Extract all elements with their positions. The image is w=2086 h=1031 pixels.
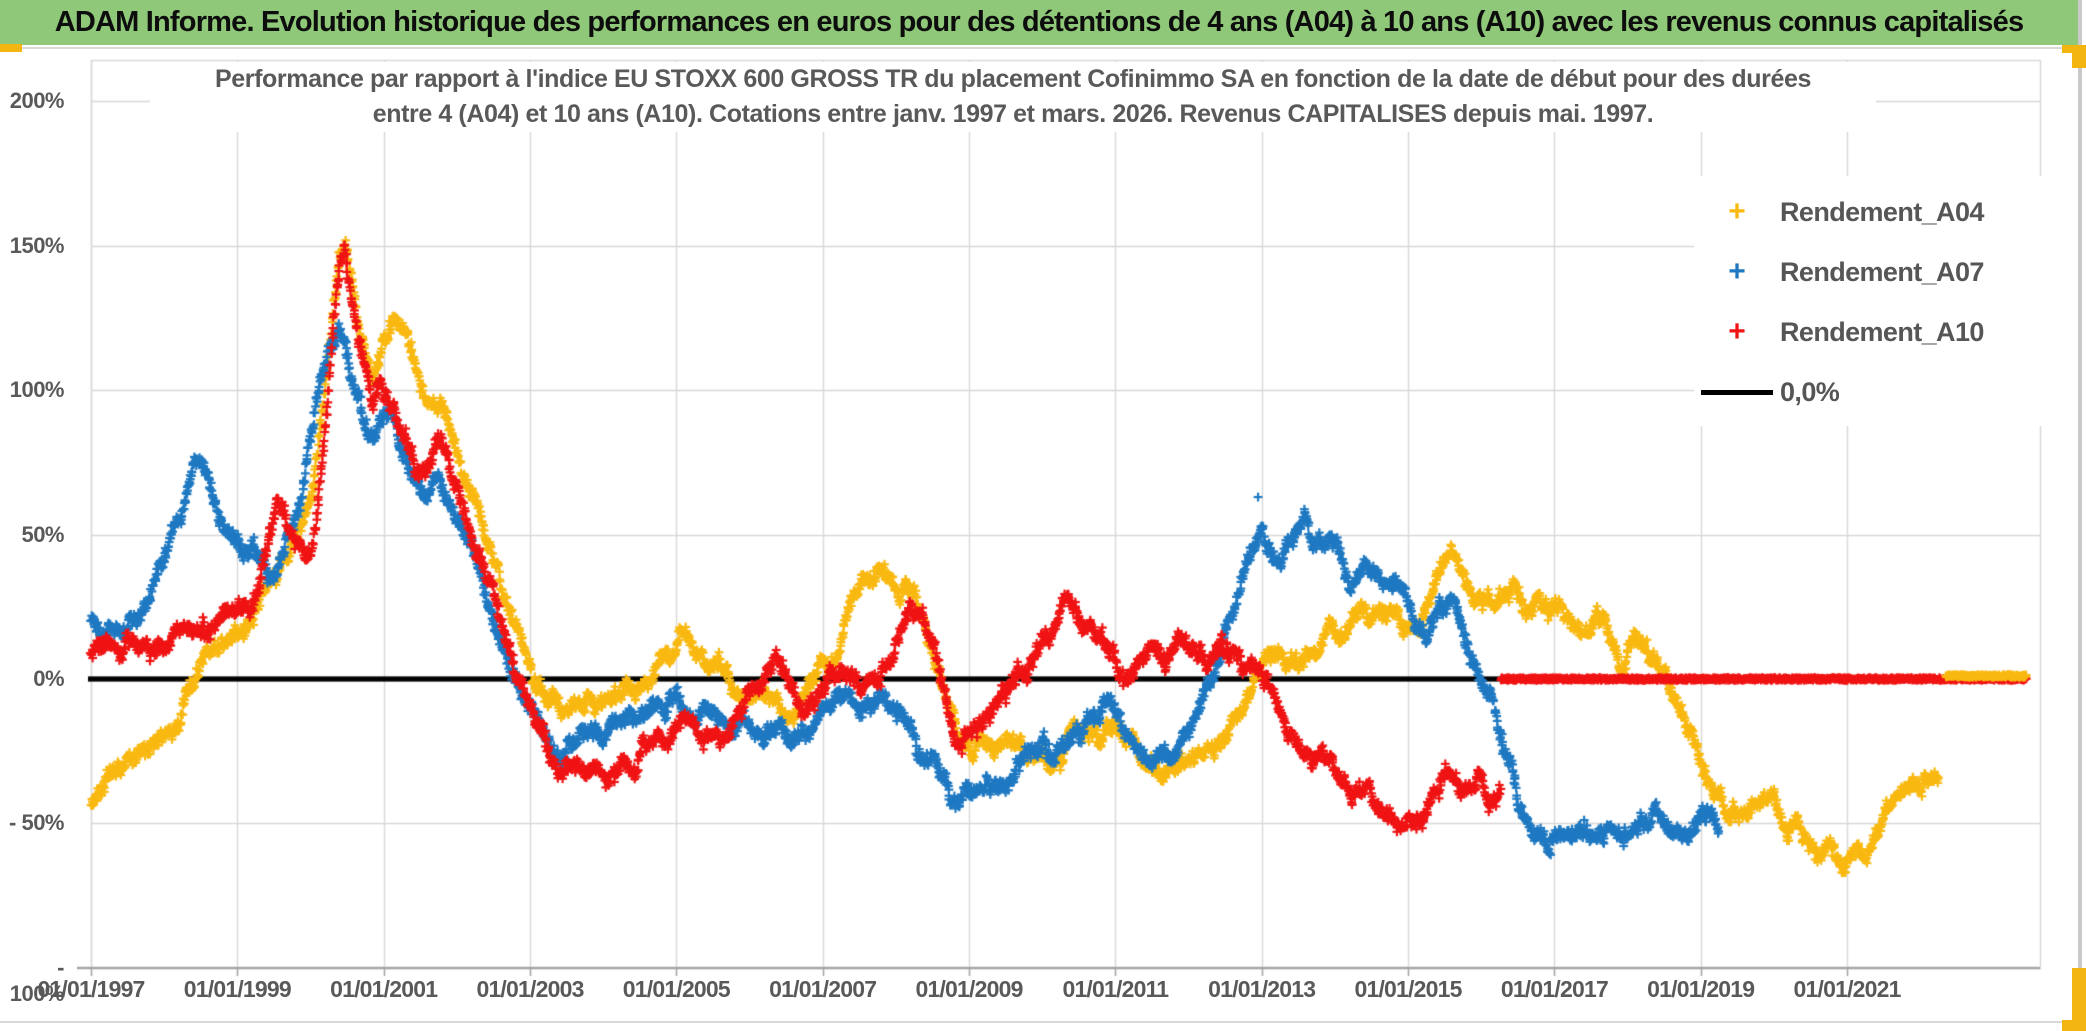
y-axis-tick-label: 200%	[9, 88, 65, 114]
x-axis-tick-label: 01/01/2013	[1208, 976, 1316, 1002]
chart-subtitle-line1: Performance par rapport à l'indice EU ST…	[215, 65, 1811, 93]
x-axis-tick-label: 01/01/2019	[1647, 976, 1755, 1002]
x-axis-tick-label: 01/01/2003	[476, 976, 584, 1002]
legend-label: Rendement_A07	[1780, 256, 1984, 287]
chart-legend: + Rendement_A04 + Rendement_A07 + Rendement_A…	[1694, 176, 2044, 426]
y-axis-tick-label: 0%	[33, 666, 64, 691]
legend-label: Rendement_A04	[1780, 196, 1984, 227]
x-axis-tick-label: 01/01/2011	[1062, 976, 1169, 1002]
right-edge-border	[2078, 0, 2082, 1031]
bottom-border-line	[0, 1021, 2086, 1023]
legend-item: + Rendement_A04	[1694, 182, 2044, 242]
y-axis-tick-label: - 100%	[9, 954, 65, 1006]
gold-accent-top-left	[0, 44, 22, 52]
x-axis-tick-label: 01/01/2009	[915, 976, 1023, 1002]
legend-plus-marker-icon: +	[1728, 195, 1746, 228]
y-axis-tick-label: 50%	[21, 521, 64, 547]
y-axis-tick-label: 150%	[9, 232, 65, 258]
gold-accent-bottom-right	[2062, 1020, 2086, 1031]
x-axis-tick-label: 01/01/2001	[330, 976, 438, 1002]
x-axis-tick-label: 01/01/2017	[1500, 976, 1609, 1002]
x-axis-tick-label: 01/01/1999	[183, 976, 292, 1002]
x-axis-tick-label: 01/01/1997	[37, 976, 145, 1002]
chart-subtitle-line2: entre 4 (A04) et 10 ans (A10). Cotations…	[372, 100, 1654, 128]
banner-bottom-shadow	[0, 47, 2078, 49]
legend-zero-line-swatch	[1701, 389, 1773, 395]
legend-plus-marker-icon: +	[1728, 315, 1746, 348]
x-axis-tick-label: 01/01/2015	[1354, 976, 1462, 1002]
legend-item: 0,0%	[1694, 362, 2044, 422]
x-axis-tick-label: 01/01/2021	[1793, 976, 1902, 1002]
gold-accent-right-bar	[2072, 968, 2086, 1023]
y-axis-tick-label: 100%	[9, 377, 65, 403]
gold-accent-top-right-tab	[2072, 45, 2086, 68]
legend-plus-marker-icon: +	[1728, 255, 1746, 288]
legend-label: 0,0%	[1780, 376, 1840, 407]
legend-item: + Rendement_A07	[1694, 242, 2044, 302]
y-axis-tick-label: - 50%	[9, 810, 64, 836]
x-axis-tick-label: 01/01/2007	[769, 976, 877, 1002]
x-axis-tick-label: 01/01/2005	[622, 976, 731, 1002]
legend-item: + Rendement_A10	[1694, 302, 2044, 362]
legend-label: Rendement_A10	[1780, 316, 1984, 347]
chart-subtitle: Performance par rapport à l'indice EU ST…	[150, 62, 1876, 132]
